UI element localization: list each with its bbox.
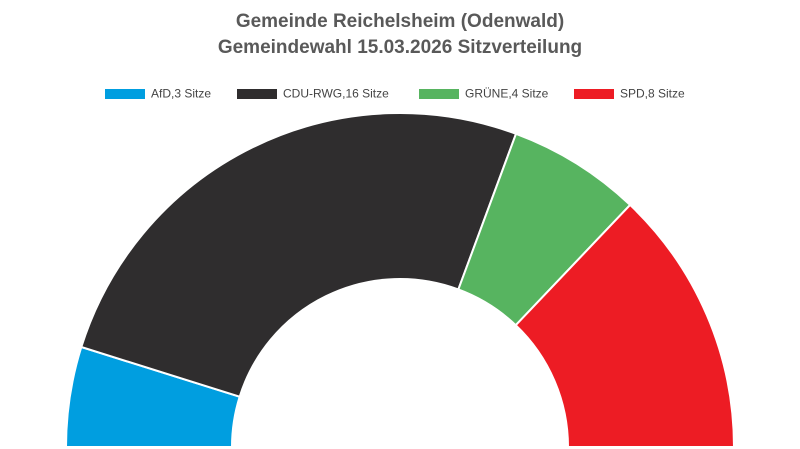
seat-segment bbox=[80, 112, 518, 398]
chart-subtitle: Gemeindewahl 15.03.2026 Sitzverteilung bbox=[218, 37, 582, 58]
chart-title: Gemeinde Reichelsheim (Odenwald) bbox=[236, 11, 564, 32]
legend-swatch bbox=[419, 89, 459, 99]
legend-swatch bbox=[574, 89, 614, 99]
legend-label: GRÜNE,4 Sitze bbox=[465, 87, 549, 101]
legend-label: AfD,3 Sitze bbox=[151, 87, 211, 101]
legend-swatch bbox=[105, 89, 145, 99]
legend-label: SPD,8 Sitze bbox=[620, 87, 685, 101]
legend-label: CDU-RWG,16 Sitze bbox=[283, 87, 389, 101]
legend-swatch bbox=[237, 89, 277, 99]
seat-segment bbox=[514, 203, 736, 448]
